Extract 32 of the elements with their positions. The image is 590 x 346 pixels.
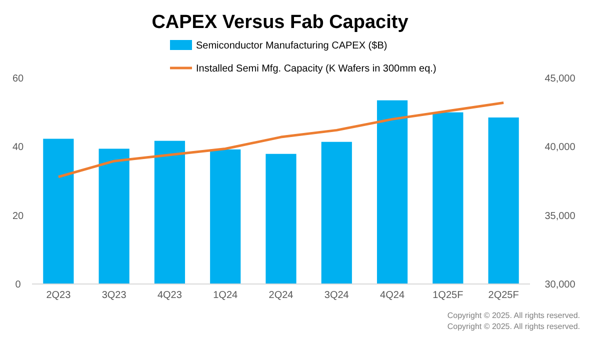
bar: [98, 148, 130, 284]
y-tick-label: 0: [15, 280, 22, 290]
bar: [266, 154, 296, 284]
x-tick-label: 3Q23: [102, 290, 127, 301]
y2-tick-label: 40,000: [544, 142, 576, 154]
x-tick-label: 2Q24: [268, 290, 294, 301]
y-tick-label: 20: [12, 210, 24, 222]
legend-label: Installed Semi Mfg. Capacity (K Wafers in 300mm eq.): [196, 64, 436, 74]
chart-title: CAPEX Versus Fab Capacity: [152, 12, 409, 33]
x-tick-label: 3Q24: [324, 290, 350, 301]
bar: [210, 149, 241, 284]
x-tick-label: 4Q23: [157, 290, 182, 301]
line-series: [57, 101, 505, 178]
bar: [321, 142, 352, 284]
x-tick-label: 1Q24: [213, 290, 238, 301]
bar: [154, 140, 186, 284]
x-tick-label: 1Q25F: [432, 290, 464, 301]
x-tick-label: 2Q23: [46, 290, 72, 301]
bar: [432, 112, 464, 284]
y-tick-label: 60: [12, 74, 24, 84]
y2-tick-label: 30,000: [544, 280, 576, 290]
text: Copyright © 2025. All rights reserved.: [447, 311, 580, 320]
bar: [488, 117, 519, 284]
x-tick-label: 4Q24: [380, 290, 405, 301]
y-tick-label: 40: [12, 142, 24, 154]
text: Copyright © 2025. All rights reserved.: [447, 322, 580, 331]
legend-label: Semiconductor Manufacturing CAPEX ($B): [196, 40, 388, 52]
bar: [43, 138, 74, 284]
y2-tick-label: 45,000: [544, 74, 576, 84]
x-tick-label: 2Q25F: [488, 290, 519, 301]
bar: [376, 100, 408, 284]
y2-tick-label: 35,000: [544, 210, 576, 222]
